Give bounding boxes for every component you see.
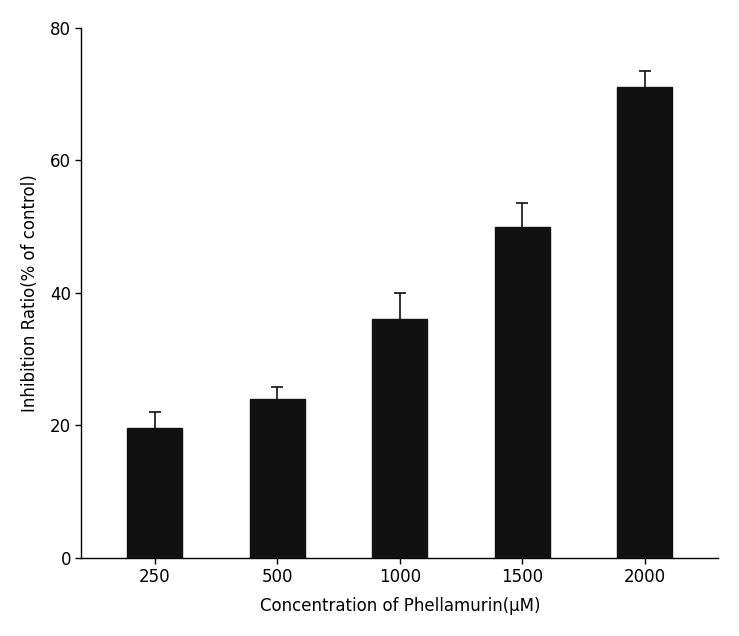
Y-axis label: Inhibition Ratio(% of control): Inhibition Ratio(% of control) — [21, 174, 39, 411]
Bar — [372, 319, 427, 558]
Bar — [494, 226, 550, 558]
Bar — [617, 87, 672, 558]
X-axis label: Concentration of Phellamurin(μM): Concentration of Phellamurin(μM) — [259, 597, 540, 615]
Bar — [127, 429, 183, 558]
Bar — [250, 399, 305, 558]
